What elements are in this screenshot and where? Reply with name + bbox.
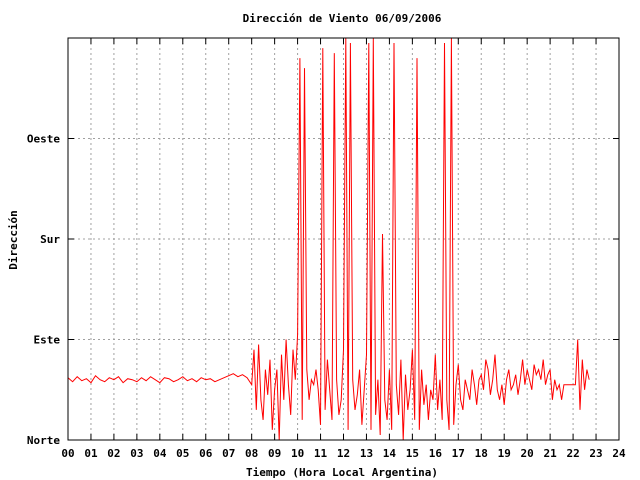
x-axis-label: Tiempo (Hora Local Argentina) [246, 466, 438, 479]
y-axis-label: Dirección [7, 210, 20, 270]
x-tick-label: 09 [268, 447, 281, 460]
x-tick-label: 08 [245, 447, 258, 460]
series-layer [67, 37, 590, 441]
x-tick-label: 15 [406, 447, 419, 460]
y-tick-label: Este [34, 334, 61, 347]
y-axis-ticks: Norte Este Sur Oeste [27, 133, 619, 447]
grid-lines [68, 38, 619, 440]
x-tick-label: 03 [130, 447, 143, 460]
x-tick-label: 20 [521, 447, 534, 460]
x-tick-label: 21 [544, 447, 558, 460]
chart-title: Dirección de Viento 06/09/2006 [243, 12, 442, 25]
x-tick-label: 11 [314, 447, 328, 460]
x-tick-label: 22 [566, 447, 579, 460]
x-tick-label: 12 [337, 447, 350, 460]
x-tick-label: 07 [222, 447, 235, 460]
x-axis-ticks: 00 01 02 03 04 05 06 07 08 09 10 11 12 13 14 15 16 17 18 19… [61, 38, 626, 460]
x-tick-label: 18 [475, 447, 488, 460]
x-tick-label: 05 [176, 447, 189, 460]
y-tick-label: Sur [40, 233, 60, 246]
x-tick-label: 17 [452, 447, 465, 460]
x-tick-label: 00 [61, 447, 74, 460]
x-tick-label: 04 [153, 447, 167, 460]
x-tick-label: 10 [291, 447, 304, 460]
x-tick-label: 23 [589, 447, 602, 460]
x-tick-label: 13 [360, 447, 373, 460]
y-tick-label: Oeste [27, 133, 60, 146]
x-tick-label: 02 [107, 447, 120, 460]
x-tick-label: 19 [498, 447, 511, 460]
x-tick-label: 16 [429, 447, 443, 460]
x-tick-label: 14 [383, 447, 397, 460]
x-tick-label: 24 [612, 447, 626, 460]
y-tick-label: Norte [27, 434, 60, 447]
x-tick-label: 06 [199, 447, 213, 460]
wind-direction-series-line [67, 37, 590, 441]
x-tick-label: 01 [84, 447, 98, 460]
